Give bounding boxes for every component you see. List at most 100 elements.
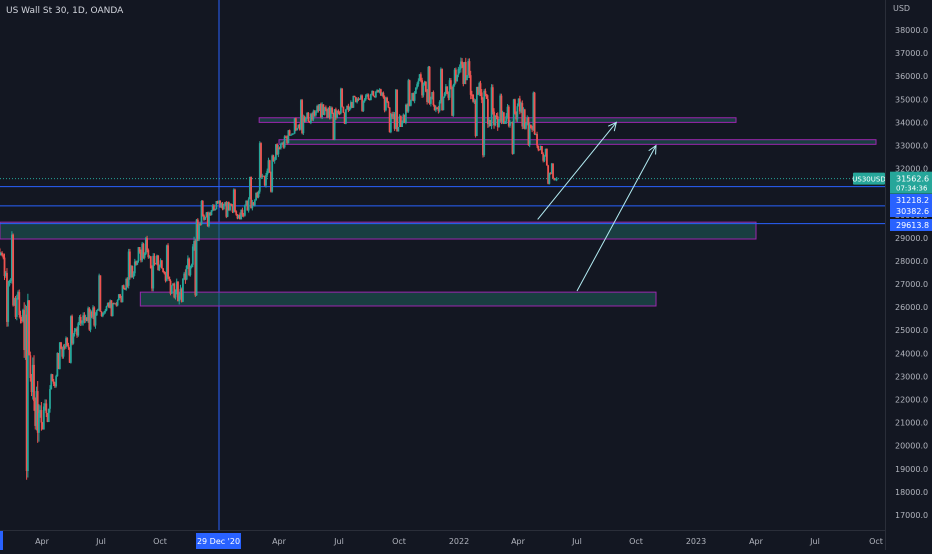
time-axis-tick: Jul	[571, 537, 582, 546]
candle-body	[97, 309, 99, 310]
candle-body	[480, 83, 482, 92]
candle-body	[230, 204, 232, 205]
candle-body	[48, 409, 50, 422]
price-axis-tick: 27000.0	[895, 280, 928, 289]
candle-body	[470, 75, 472, 95]
candle-body	[248, 199, 250, 210]
candle-body	[375, 92, 377, 97]
candle-body	[539, 150, 541, 151]
candle-body	[242, 210, 244, 215]
crosshair-date-label: 29 Dec '20	[197, 537, 240, 546]
candle-body	[548, 173, 550, 183]
candle-body	[204, 217, 206, 220]
candle-body	[274, 160, 276, 161]
price-axis-tick: 36000.0	[895, 72, 928, 81]
candle-body	[534, 93, 536, 134]
symbol-legend[interactable]: US Wall St 30, 1D, OANDA	[6, 6, 123, 16]
candle-body	[289, 130, 291, 135]
candle-body	[556, 179, 558, 180]
candle-body	[386, 98, 388, 102]
price-axis-tick: 28000.0	[895, 257, 928, 266]
candle-body	[432, 92, 434, 105]
candle-body	[307, 113, 309, 121]
candle-body	[214, 209, 216, 210]
candle-body	[415, 88, 417, 94]
candle-body	[422, 85, 424, 96]
legend-symbol[interactable]: US Wall St 30	[6, 6, 66, 16]
time-axis-tick: 2022	[449, 537, 469, 546]
candle-body	[223, 205, 225, 209]
level-price-label: 31218.2	[896, 196, 929, 205]
candle-body	[213, 205, 215, 210]
candle-body	[444, 93, 446, 96]
resistance-zone-lower[interactable]	[279, 140, 876, 145]
price-axis-tick: 38000.0	[895, 26, 928, 35]
legend-interval[interactable]: 1D	[72, 6, 85, 16]
candle-body	[372, 91, 374, 96]
candle-body	[29, 355, 31, 378]
candle-body	[45, 403, 47, 413]
candle-body	[99, 275, 101, 311]
candle-body	[235, 211, 237, 214]
candle-body	[456, 75, 458, 82]
price-axis-tick: 29000.0	[895, 234, 928, 243]
candle-body	[452, 85, 454, 116]
candle-body	[396, 89, 398, 131]
price-axis-tick: 21000.0	[895, 419, 928, 428]
time-axis-tick: Jul	[95, 537, 106, 546]
candle-body	[345, 109, 347, 123]
candle-body	[481, 92, 483, 99]
candle-body	[171, 285, 173, 293]
candle-body	[362, 101, 364, 110]
candle-body	[349, 107, 351, 110]
candle-body	[55, 376, 57, 386]
price-axis-tick: 37000.0	[895, 49, 928, 58]
candle-body	[416, 84, 418, 87]
candle-body	[16, 298, 18, 317]
candle-body	[269, 160, 271, 172]
time-axis-tick: Jul	[333, 537, 344, 546]
candle-body	[315, 112, 317, 116]
candle-body	[43, 407, 45, 430]
candle-body	[192, 246, 194, 264]
price-axis-tick: 17000.0	[895, 511, 928, 520]
candle-body	[546, 149, 548, 166]
candle-body	[446, 86, 448, 94]
candle-body	[234, 190, 236, 212]
candle-body	[77, 323, 79, 335]
candle-body	[60, 342, 62, 348]
candle-body	[469, 61, 471, 75]
time-axis-tick: Apr	[511, 537, 526, 546]
legend-exchange: OANDA	[91, 6, 124, 16]
candle-body	[68, 345, 70, 347]
candle-body	[10, 280, 12, 281]
candle-body	[162, 268, 164, 272]
support-zone-29600[interactable]	[0, 222, 756, 239]
candle-body	[1, 253, 3, 255]
candle-body	[436, 108, 438, 109]
candle-body	[133, 273, 135, 277]
candle-body	[439, 102, 441, 111]
candle-body	[150, 256, 152, 268]
candle-body	[331, 108, 333, 113]
price-axis-tick: 22000.0	[895, 396, 928, 405]
candle-body	[81, 323, 83, 324]
price-axis-tick: 33000.0	[895, 141, 928, 150]
candle-body	[119, 294, 121, 298]
price-axis-tick: 23000.0	[895, 372, 928, 381]
candle-body	[544, 157, 546, 161]
candle-body	[7, 285, 9, 322]
candle-body	[483, 91, 485, 155]
time-axis-tick: Apr	[35, 537, 50, 546]
support-zone-26000[interactable]	[140, 292, 656, 306]
candle-body	[103, 312, 105, 313]
candle-body	[178, 296, 180, 302]
candle-body	[492, 87, 494, 111]
candle-body	[514, 99, 516, 113]
candle-body	[420, 74, 422, 80]
candle-body	[123, 285, 125, 288]
price-axis-tick: 25000.0	[895, 326, 928, 335]
candle-body	[459, 69, 461, 70]
